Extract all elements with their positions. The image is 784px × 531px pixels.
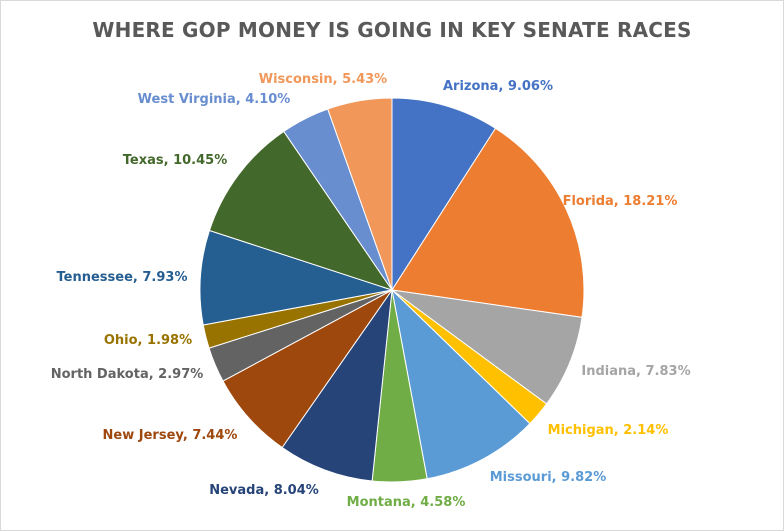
data-label-texas: Texas, 10.45%	[123, 153, 227, 168]
data-label-tennessee: Tennessee, 7.93%	[57, 270, 188, 285]
chart-title: WHERE GOP MONEY IS GOING IN KEY SENATE R…	[92, 18, 692, 42]
pie-slice-wisconsin	[327, 97, 393, 291]
pie-slice-nevada	[281, 289, 393, 482]
pie-slice-missouri	[391, 288, 531, 480]
data-label-ohio: Ohio, 1.98%	[104, 333, 192, 348]
data-label-new-jersey: New Jersey, 7.44%	[103, 428, 238, 443]
data-label-florida: Florida, 18.21%	[563, 194, 678, 209]
data-label-wisconsin: Wisconsin, 5.43%	[259, 72, 387, 87]
pie-slice-florida	[391, 127, 585, 318]
pie-slice-texas	[208, 130, 394, 291]
data-label-arizona: Arizona, 9.06%	[443, 79, 553, 94]
pie-slice-arizona	[391, 97, 497, 292]
data-label-indiana: Indiana, 7.83%	[581, 364, 690, 379]
data-label-montana: Montana, 4.58%	[347, 495, 466, 510]
data-label-west-virginia: West Virginia, 4.10%	[138, 92, 291, 107]
pie-slice-tennessee	[199, 229, 393, 326]
data-label-michigan: Michigan, 2.14%	[548, 423, 669, 438]
data-label-missouri: Missouri, 9.82%	[490, 470, 607, 485]
data-label-north-dakota: North Dakota, 2.97%	[51, 367, 204, 382]
pie-slice-indiana	[391, 289, 583, 405]
data-label-nevada: Nevada, 8.04%	[209, 483, 319, 498]
